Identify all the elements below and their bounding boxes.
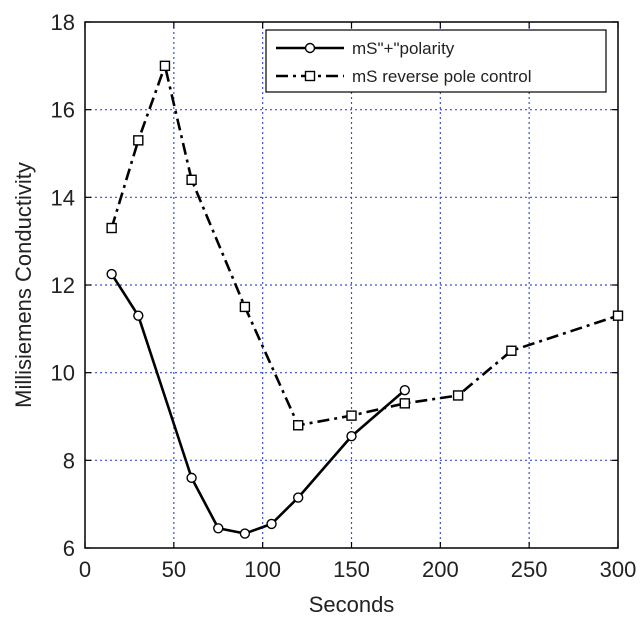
y-tick-label: 14 — [51, 185, 75, 210]
series-line — [110, 64, 619, 427]
series-reverse-pole-control — [106, 60, 624, 431]
x-tick-label: 300 — [600, 557, 637, 582]
data-point — [133, 310, 144, 321]
x-tick-label: 50 — [162, 557, 186, 582]
y-tick-label: 18 — [51, 10, 75, 35]
data-point — [186, 174, 197, 186]
legend-swatch-reverse-pole-control — [276, 70, 344, 82]
data-point — [186, 472, 197, 484]
data-point — [266, 518, 277, 530]
x-tick-label: 100 — [244, 557, 281, 582]
data-point — [239, 301, 251, 313]
legend-swatch-polarity — [276, 42, 344, 54]
legend-label-reverse-pole-control: mS reverse pole control — [352, 67, 532, 86]
data-point — [346, 431, 357, 442]
grid-lines — [85, 22, 618, 548]
data-point — [106, 268, 117, 280]
data-point — [293, 492, 304, 503]
x-tick-label: 250 — [511, 557, 548, 582]
legend: mS"+"polarity mS reverse pole control — [265, 29, 607, 93]
y-tick-label: 12 — [51, 273, 75, 298]
data-point — [346, 410, 357, 421]
legend-label-polarity: mS"+"polarity — [352, 39, 455, 58]
data-point — [239, 528, 251, 539]
axis-ticks: 0 50 100 150 200 250 300 6 8 10 12 14 16 18 — [51, 10, 637, 582]
data-point — [506, 345, 517, 356]
y-tick-label: 8 — [63, 448, 75, 473]
data-point — [293, 420, 304, 431]
data-point — [399, 398, 410, 409]
x-tick-label: 150 — [333, 557, 370, 582]
x-axis-label: Seconds — [309, 592, 395, 617]
x-tick-label: 0 — [79, 557, 91, 582]
x-tick-label: 200 — [422, 557, 459, 582]
y-tick-label: 16 — [51, 98, 75, 123]
series-line — [110, 273, 406, 535]
y-axis-label: Millisiemens Conductivity — [11, 162, 36, 408]
legend-marker — [304, 42, 316, 54]
y-tick-label: 6 — [63, 536, 75, 561]
legend-marker — [304, 70, 316, 82]
legend-box — [265, 29, 607, 93]
data-point — [213, 523, 224, 534]
data-point — [399, 385, 410, 396]
data-point — [159, 60, 171, 72]
data-point — [133, 135, 144, 146]
y-tick-label: 10 — [51, 361, 75, 386]
data-point — [452, 390, 464, 401]
data-point — [106, 222, 117, 234]
series-polarity — [106, 268, 410, 539]
series-layer — [106, 60, 624, 539]
data-point — [612, 310, 624, 321]
